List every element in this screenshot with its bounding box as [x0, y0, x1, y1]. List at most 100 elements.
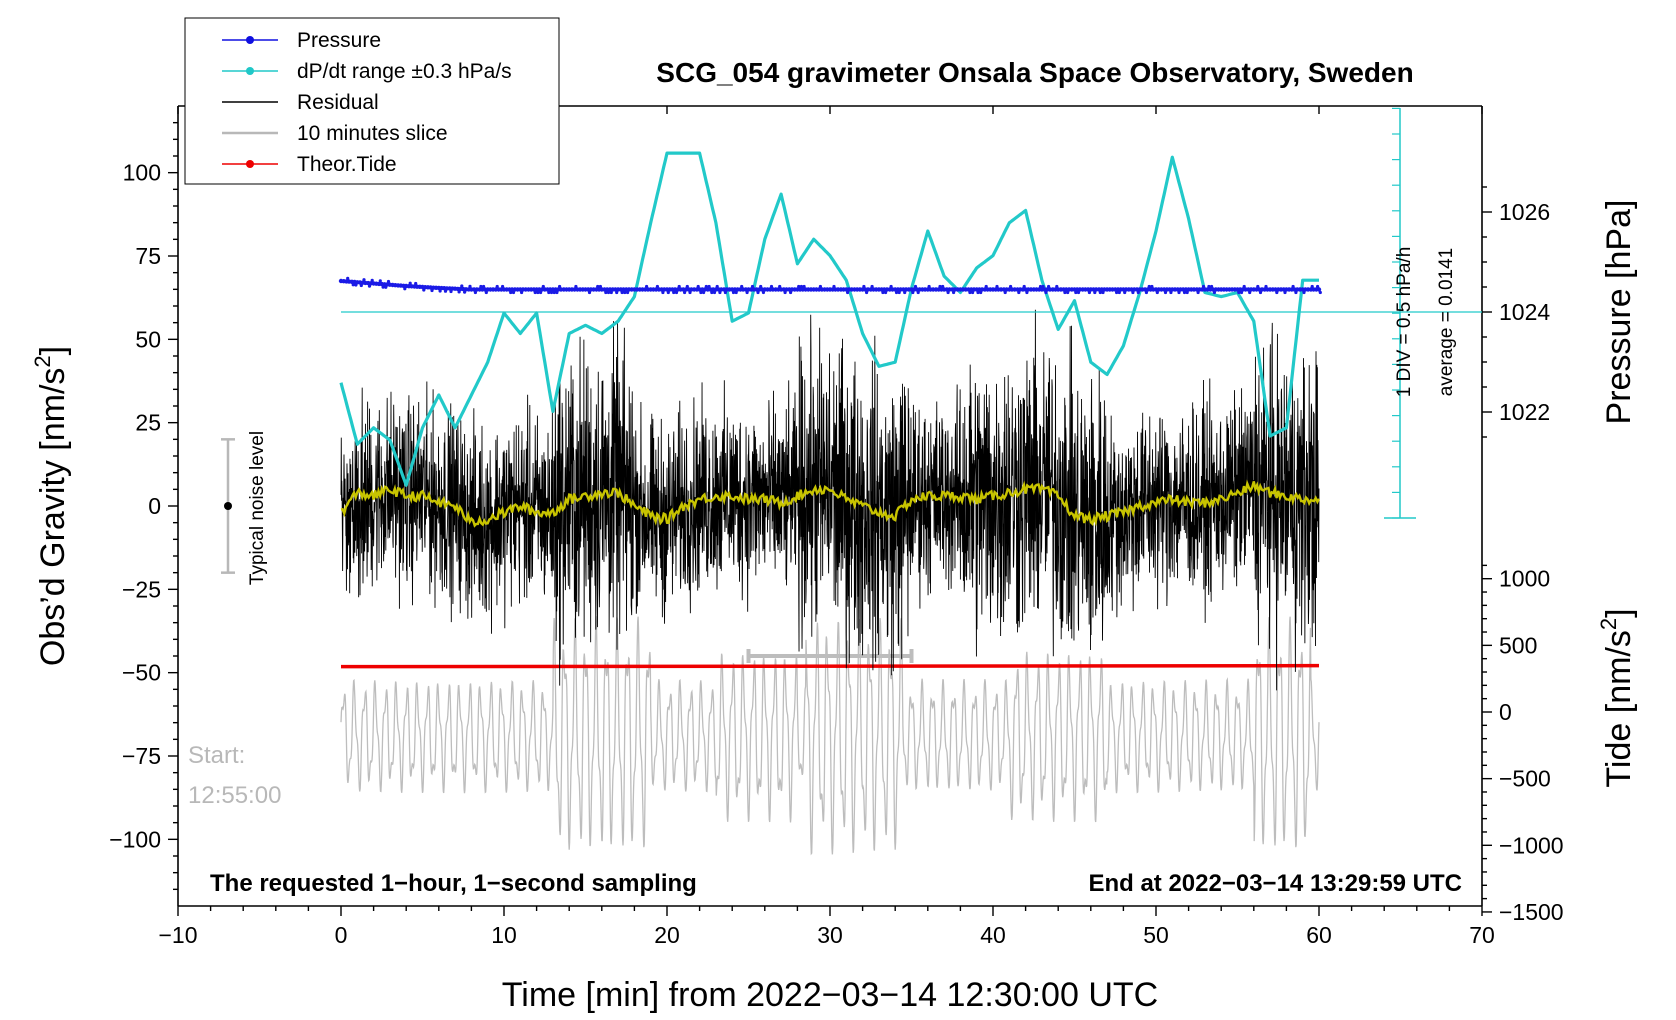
- pressure-point: [1196, 290, 1200, 295]
- x-tick-label: 10: [491, 922, 517, 948]
- tide-tick-label: −1500: [1499, 899, 1564, 925]
- pressure-point: [1212, 290, 1216, 295]
- pressure-point: [688, 290, 692, 295]
- tide-axis-label: Tide [nm/s2]: [1596, 608, 1638, 787]
- pressure-point: [712, 290, 717, 295]
- pressure-point: [759, 284, 763, 289]
- x-tick-label: 60: [1306, 922, 1332, 948]
- pressure-point: [473, 290, 477, 295]
- pressure-point: [1155, 290, 1159, 295]
- legend-swatch-marker: [246, 67, 254, 75]
- pressure-point: [460, 284, 464, 288]
- pressure-point: [479, 284, 483, 289]
- pressure-point: [1144, 290, 1148, 295]
- tick-layer: −10 0 10 20 30 40 50 60 701007550250−25−50−75−10…: [109, 106, 1564, 948]
- pressure-point: [927, 284, 931, 289]
- pressure-point: [685, 284, 689, 289]
- pressure-point: [1275, 290, 1279, 295]
- pressure-point: [1256, 284, 1260, 289]
- pressure-point: [968, 290, 972, 295]
- pressure-point: [1264, 284, 1268, 289]
- pressure-point: [661, 290, 665, 295]
- pressure-point: [783, 290, 787, 295]
- pressure-point: [626, 290, 630, 295]
- pressure-point: [704, 284, 708, 289]
- pressure-point: [916, 290, 920, 295]
- start-label: Start:: [188, 742, 245, 769]
- pressure-point: [1047, 284, 1051, 289]
- pressure-point: [484, 290, 488, 295]
- pressure-point: [672, 290, 676, 295]
- pressure-point: [1283, 290, 1287, 295]
- pressure-point: [1210, 284, 1214, 289]
- left-tick-label: 25: [135, 410, 161, 436]
- pressure-point: [552, 290, 556, 295]
- pressure-point: [789, 290, 793, 295]
- pressure-point: [574, 284, 578, 289]
- pressure-point: [468, 284, 472, 288]
- pressure-point: [1318, 290, 1322, 295]
- left-tick-label: −50: [122, 660, 161, 686]
- pressure-point: [1147, 284, 1151, 289]
- pressure-point: [615, 290, 619, 295]
- pressure-point: [710, 290, 714, 295]
- pressure-point: [495, 284, 499, 289]
- pressure-point: [1055, 284, 1059, 289]
- pressure-point: [1123, 290, 1127, 295]
- pressure-point: [1302, 290, 1306, 295]
- pressure-point: [509, 290, 513, 295]
- pressure-point: [677, 284, 681, 289]
- pressure-point: [707, 284, 711, 289]
- pressure-point: [1185, 290, 1189, 295]
- x-tick-label: 50: [1143, 922, 1169, 948]
- x-tick-label: −10: [158, 922, 197, 948]
- pressure-point: [870, 284, 874, 289]
- legend-label: Theor.Tide: [297, 153, 397, 176]
- pressure-point: [1009, 284, 1013, 289]
- pressure-point: [1248, 290, 1252, 295]
- note-sampling: The requested 1−hour, 1−second sampling: [210, 870, 697, 897]
- pressure-point: [536, 290, 540, 295]
- pressure-point: [1074, 290, 1078, 295]
- tide-axis-label-sup: 2: [1596, 618, 1621, 630]
- start-time: 12:55:00: [188, 782, 281, 809]
- pressure-point: [979, 290, 983, 295]
- pressure-point: [1093, 290, 1097, 295]
- dpdt-scale-text: 1 DIV = 0.5 hPa/h: [1394, 247, 1415, 398]
- pressure-point: [533, 290, 537, 295]
- pressure-point: [1063, 290, 1067, 295]
- pressure-point: [1237, 290, 1241, 295]
- legend-items: Pressure dP/dt range ±0.3 hPa/s Residual 10…: [222, 29, 512, 176]
- x-tick-label: 20: [654, 922, 680, 948]
- pressure-point: [645, 284, 649, 289]
- pressure-point: [995, 284, 999, 289]
- pressure-point: [598, 284, 603, 289]
- pressure-point: [1131, 290, 1135, 295]
- pressure-point: [655, 284, 660, 289]
- left-axis-label: Obs’d Gravity [nm/s2]: [30, 346, 72, 666]
- pressure-point: [799, 284, 804, 289]
- pressure-point: [984, 284, 988, 289]
- tide-tick-label: 1000: [1499, 566, 1550, 592]
- x-tick-label: 70: [1469, 922, 1495, 948]
- pressure-point: [797, 284, 801, 289]
- pressure-point: [1003, 290, 1007, 295]
- pressure-point: [596, 284, 600, 289]
- pressure-point: [1041, 284, 1045, 289]
- noise-level-center: [224, 502, 232, 510]
- pressure-point: [946, 290, 950, 295]
- pressure-point: [555, 290, 559, 295]
- pressure-point: [1242, 284, 1246, 289]
- pressure-point: [604, 290, 608, 295]
- legend-label: Residual: [297, 91, 379, 114]
- pressure-point: [1136, 290, 1140, 295]
- pressure-point: [1310, 284, 1314, 289]
- pressure-point: [761, 290, 766, 295]
- pressure-point: [666, 290, 670, 295]
- pressure-point: [723, 290, 728, 295]
- pressure-point: [501, 284, 505, 289]
- pressure-tick-label: 1026: [1499, 199, 1550, 225]
- pressure-point: [1177, 290, 1181, 295]
- pressure-point: [715, 284, 719, 289]
